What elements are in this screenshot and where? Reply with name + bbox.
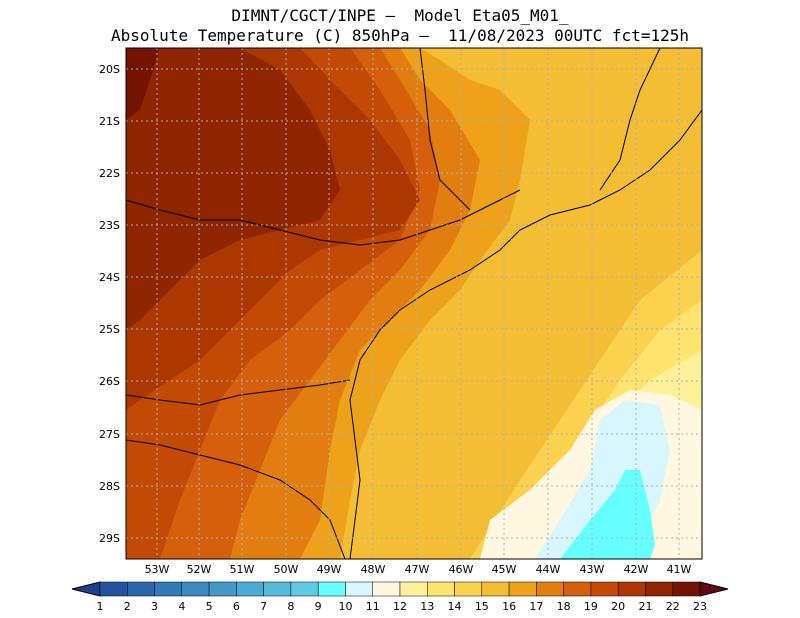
boundaries	[126, 48, 702, 559]
colorbar-swatch	[290, 581, 319, 597]
lon-label: 46W	[449, 563, 474, 576]
colorbar-swatch	[99, 581, 128, 597]
colorbar-label: 4	[178, 600, 185, 613]
coastline	[349, 109, 702, 559]
band-10	[560, 470, 655, 559]
lat-label: 23S	[99, 219, 120, 232]
colorbar-label: 15	[475, 600, 489, 613]
colorbar-label: 8	[287, 600, 294, 613]
colorbar: 1 2 3 4 5 6 7 8 9 10 11 12 13 14 15 16 17 18 19 20 21 22 23	[71, 581, 729, 613]
band-23	[126, 48, 160, 120]
lon-label: 41W	[667, 563, 692, 576]
colorbar-label: 23	[693, 600, 707, 613]
lat-label: 27S	[99, 428, 120, 441]
state-border-es	[599, 48, 661, 191]
lat-label: 21S	[99, 115, 120, 128]
colorbar-swatch	[208, 581, 237, 597]
lat-label: 26S	[99, 375, 120, 388]
title-line-2: Absolute Temperature (C) 850hPa – 11/08/…	[111, 26, 689, 45]
colorbar-swatch	[345, 581, 373, 597]
colorbar-swatch	[263, 581, 292, 597]
colorbar-label: 9	[315, 600, 322, 613]
colorbar-label: 13	[420, 600, 434, 613]
map-frame	[125, 47, 703, 560]
colorbar-label: 22	[666, 600, 680, 613]
colorbar-label: 3	[151, 600, 158, 613]
colorbar-label: 1	[97, 600, 104, 613]
colorbar-label: 11	[366, 600, 380, 613]
lon-label: 44W	[536, 563, 561, 576]
colorbar-swatch	[454, 581, 483, 597]
colorbar-swatch	[481, 581, 510, 597]
colorbar-swatch	[536, 581, 564, 597]
colorbar-swatch	[399, 581, 428, 597]
lat-axis: 20S 21S 22S 23S 24S 25S 26S 27S 28S 29S	[99, 63, 120, 545]
lat-label: 25S	[99, 323, 120, 336]
colorbar-swatch	[427, 581, 455, 597]
colorbar-label: 7	[260, 600, 267, 613]
colorbar-label: 16	[502, 600, 516, 613]
colorbar-swatch	[672, 581, 701, 597]
lat-label: 22S	[99, 167, 120, 180]
lat-label: 24S	[99, 271, 120, 284]
lon-label: 43W	[580, 563, 605, 576]
colorbar-swatch	[236, 581, 264, 597]
lat-label: 29S	[99, 532, 120, 545]
colorbar-swatch	[154, 581, 183, 597]
lon-label: 47W	[405, 563, 430, 576]
lon-label: 49W	[317, 563, 342, 576]
state-border-mg	[419, 48, 471, 211]
colorbar-swatch	[317, 581, 346, 597]
colorbar-label: 21	[638, 600, 652, 613]
colorbar-swatch	[127, 581, 155, 597]
colorbar-label: 19	[584, 600, 598, 613]
state-border-north	[126, 189, 521, 246]
colorbar-swatch	[372, 581, 401, 597]
colorbar-swatch	[645, 581, 673, 597]
lon-axis: 53W 52W 51W 50W 49W 48W 47W 46W 45W 44W …	[145, 563, 692, 576]
colorbar-label: 2	[124, 600, 131, 613]
state-border-south	[126, 379, 351, 406]
lon-label: 51W	[230, 563, 255, 576]
colorbar-label: 12	[393, 600, 407, 613]
colorbar-swatch	[617, 581, 646, 597]
colorbar-label: 18	[557, 600, 571, 613]
graticule	[126, 48, 702, 559]
colorbar-swatch	[563, 581, 592, 597]
lat-label: 20S	[99, 63, 120, 76]
colorbar-label: 14	[448, 600, 462, 613]
colorbar-high-arrow	[699, 581, 729, 597]
colorbar-label: 17	[529, 600, 543, 613]
lon-label: 48W	[361, 563, 386, 576]
colorbar-label: 6	[233, 600, 240, 613]
colorbar-swatch	[181, 581, 210, 597]
lon-label: 45W	[492, 563, 517, 576]
title-line-1: DIMNT/CGCT/INPE – Model Eta05_M01_	[231, 6, 569, 25]
colorbar-swatch	[590, 581, 619, 597]
colorbar-low-arrow	[71, 581, 101, 597]
temperature-field	[126, 48, 702, 559]
state-border-rs	[126, 439, 346, 559]
lat-label: 28S	[99, 480, 120, 493]
colorbar-label: 10	[338, 600, 352, 613]
lon-label: 42W	[624, 563, 649, 576]
lon-label: 50W	[274, 563, 299, 576]
colorbar-label: 5	[206, 600, 213, 613]
lon-label: 53W	[145, 563, 170, 576]
colorbar-swatch	[508, 581, 537, 597]
colorbar-label: 20	[611, 600, 625, 613]
lon-label: 52W	[187, 563, 212, 576]
